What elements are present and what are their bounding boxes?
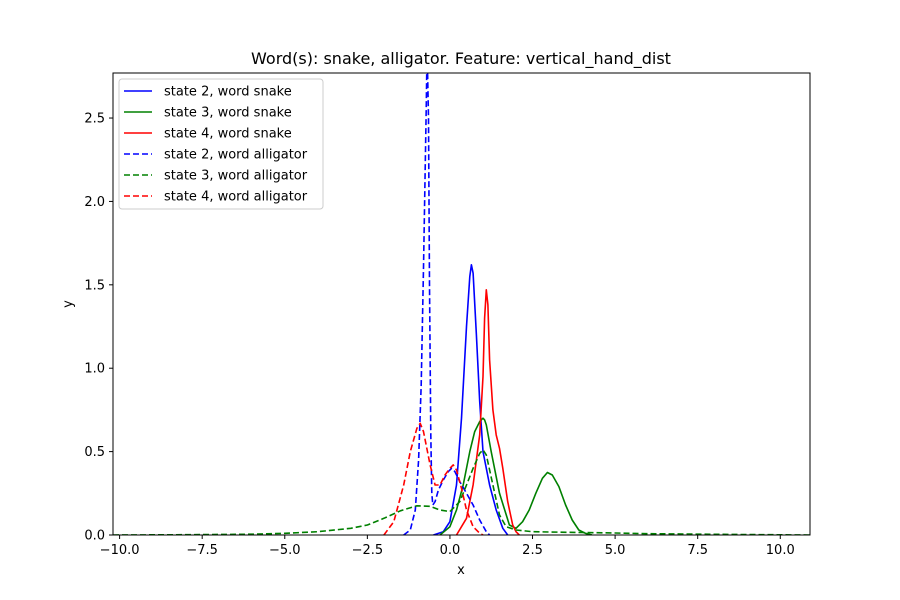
legend-label: state 4, word snake — [164, 127, 292, 142]
legend-label: state 4, word alligator — [164, 190, 308, 205]
legend-label: state 3, word snake — [164, 106, 292, 121]
x-axis-label: x — [457, 563, 465, 578]
x-tick-label: −7.5 — [186, 543, 218, 558]
y-tick-label: 1.5 — [84, 278, 105, 293]
y-tick-label: 2.5 — [84, 112, 105, 127]
legend-box — [118, 78, 324, 210]
series-layer — [113, 73, 810, 535]
y-axis: 0.0 0.5 1.0 1.5 2.0 2.5 — [84, 112, 113, 544]
x-tick-label: 7.5 — [687, 543, 708, 558]
chart-title: Word(s): snake, alligator. Feature: vert… — [251, 49, 671, 69]
series-line-3 — [455, 288, 520, 535]
y-axis-label: y — [61, 300, 76, 308]
y-tick-label: 1.0 — [84, 362, 105, 377]
y-tick-label: 0.0 — [84, 529, 105, 544]
legend-label: state 2, word alligator — [164, 148, 308, 163]
x-tick-label: −5.0 — [269, 543, 301, 558]
y-tick-label: 2.0 — [84, 195, 105, 210]
legend-label: state 3, word alligator — [164, 169, 308, 184]
x-axis: −10.0 −7.5 −5.0 −2.5 0.0 2.5 5.0 7.5 10.0 — [100, 535, 795, 558]
series-line-1 — [433, 263, 509, 535]
x-tick-label: −2.5 — [352, 543, 384, 558]
legend-label: state 2, word snake — [164, 85, 292, 100]
x-tick-label: 10.0 — [766, 543, 795, 558]
legend: state 2, word snake state 3, word snake st… — [118, 78, 324, 210]
x-tick-label: 5.0 — [605, 543, 626, 558]
series-line-5 — [113, 449, 810, 535]
x-tick-label: 2.5 — [522, 543, 543, 558]
plot-frame — [112, 72, 811, 536]
x-tick-label: 0.0 — [440, 543, 461, 558]
y-tick-label: 0.5 — [84, 445, 105, 460]
x-tick-label: −10.0 — [100, 543, 140, 558]
series-line-4 — [403, 73, 491, 535]
